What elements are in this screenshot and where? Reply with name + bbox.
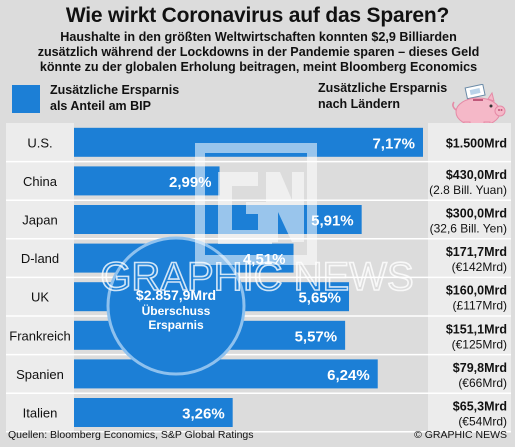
category-label: Italien bbox=[23, 406, 58, 421]
amount-label: $300,0Mrd bbox=[446, 207, 507, 221]
legend-swatch bbox=[12, 85, 40, 113]
subtitle-line: Haushalte in den größten Weltwirtschafte… bbox=[60, 30, 457, 44]
amount-label: $151,1Mrd bbox=[446, 322, 507, 336]
amount-label: $171,7Mrd bbox=[446, 245, 507, 259]
bar-value-label: 2,99% bbox=[169, 174, 212, 191]
amounts-header-line: Zusätzliche Ersparnis bbox=[318, 81, 448, 95]
piggy-bank-icon bbox=[452, 84, 506, 130]
amount-local-label: (€142Mrd) bbox=[452, 260, 507, 274]
summary-label: $2.857,9Mrd Überschuss Ersparnis bbox=[106, 287, 246, 332]
page-title: Wie wirkt Coronavirus auf das Sparen? bbox=[65, 4, 450, 27]
summary-circle bbox=[106, 236, 246, 376]
subtitle-line: zusätzlich während der Lockdowns in der … bbox=[37, 45, 480, 59]
bar-value-label: 5,65% bbox=[298, 290, 341, 307]
amount-local-label: (€66Mrd) bbox=[458, 376, 507, 390]
bar-value-label: 6,24% bbox=[327, 367, 370, 384]
amount-label: $79,8Mrd bbox=[453, 361, 507, 375]
category-label: U.S. bbox=[27, 135, 52, 150]
category-label: Frankreich bbox=[9, 328, 70, 343]
summary-line: Überschuss bbox=[141, 304, 211, 318]
source-note: Quellen: Bloomberg Economics, S&P Global… bbox=[8, 429, 254, 441]
category-label: D-land bbox=[21, 251, 59, 266]
amount-label: $160,0Mrd bbox=[446, 284, 507, 298]
subtitle: Haushalte in den größten Weltwirtschafte… bbox=[6, 30, 511, 75]
amount-local-label: (2.8 Bill. Yuan) bbox=[429, 183, 507, 197]
category-label: Japan bbox=[22, 213, 57, 228]
bar bbox=[74, 398, 233, 427]
bar bbox=[74, 127, 423, 157]
bar bbox=[74, 359, 378, 389]
bar-value-label: 4,51% bbox=[243, 251, 286, 268]
bar-value-label: 3,26% bbox=[182, 406, 225, 423]
category-label: China bbox=[23, 174, 58, 189]
amount-local-label: (£117Mrd) bbox=[453, 299, 507, 313]
amount-label: $1.500Mrd bbox=[446, 136, 507, 150]
summary-value: $2.857,9Mrd bbox=[135, 287, 217, 303]
legend-label-line: Zusätzliche Ersparnis bbox=[50, 83, 180, 97]
category-label: UK bbox=[31, 290, 49, 305]
category-label: Spanien bbox=[16, 367, 64, 382]
legend-label: Zusätzliche Ersparnis als Anteil am BIP bbox=[50, 82, 250, 114]
amount-local-label: (32,6 Bill. Yen) bbox=[430, 222, 507, 236]
amounts-header-line: nach Ländern bbox=[318, 97, 400, 111]
bar-value-label: 7,17% bbox=[372, 135, 415, 152]
legend-label-line: als Anteil am BIP bbox=[50, 99, 151, 113]
credit: © GRAPHIC NEWS bbox=[414, 429, 507, 441]
legend: Zusätzliche Ersparnis als Anteil am BIP bbox=[12, 80, 312, 120]
bar-value-label: 5,57% bbox=[295, 328, 338, 345]
summary-line: Ersparnis bbox=[148, 318, 204, 332]
amount-local-label: (€125Mrd) bbox=[452, 337, 507, 351]
amount-label: $430,0Mrd bbox=[446, 168, 507, 182]
amount-local-label: (€54Mrd) bbox=[458, 415, 507, 429]
amount-label: $65,3Mrd bbox=[453, 400, 507, 414]
amounts-header: Zusätzliche Ersparnis nach Ländern bbox=[318, 80, 488, 112]
subtitle-line: könnte zu der globalen Erholung beitrage… bbox=[39, 60, 478, 74]
bar-value-label: 5,91% bbox=[311, 213, 354, 230]
